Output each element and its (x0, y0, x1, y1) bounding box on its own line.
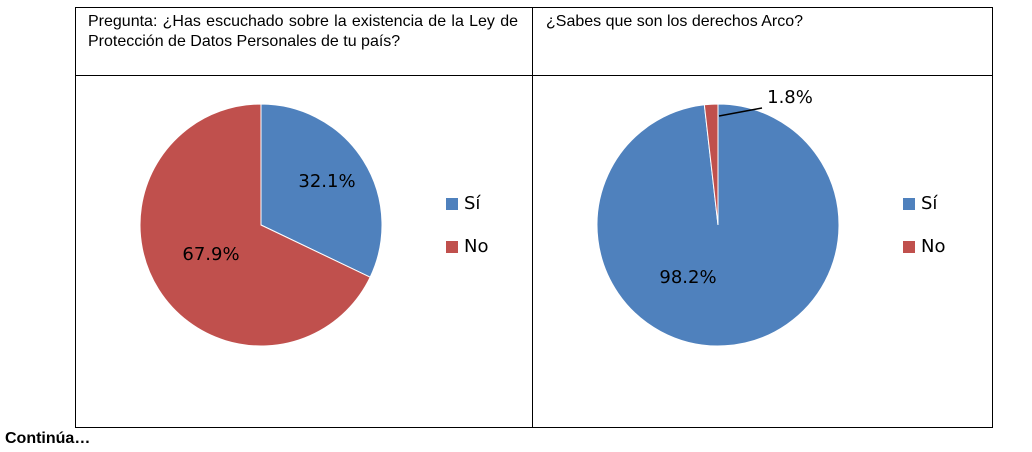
chart-1-legend-swatch-1 (446, 198, 458, 210)
table-column-divider (532, 8, 533, 427)
survey-table: Pregunta: ¿Has escuchado sobre la existe… (75, 7, 993, 428)
chart-2-label-leader (718, 107, 763, 117)
chart-2-legend-swatch-2 (903, 241, 915, 253)
chart-1-legend-label-2: No (464, 236, 488, 257)
chart-2-legend-label-1: Sí (921, 193, 938, 214)
chart-1-data-label-1: 32.1% (298, 171, 355, 192)
chart-2-slice-2 (703, 103, 719, 226)
question-1-text: Pregunta: ¿Has escuchado sobre la existe… (88, 13, 518, 50)
continue-note: Continúa… (5, 430, 91, 447)
chart-2-legend-label-2: No (921, 236, 945, 257)
chart-2-legend-swatch-1 (903, 198, 915, 210)
chart-2-data-label-1: 98.2% (659, 267, 716, 288)
table-row-divider (76, 75, 992, 76)
chart-1-slice-2 (139, 103, 371, 347)
chart-2-data-label-2: 1.8% (767, 87, 813, 108)
chart-1-legend-label-1: Sí (464, 193, 481, 214)
question-2-text: ¿Sabes que son los derechos Arco? (546, 13, 804, 30)
chart-1-legend-swatch-2 (446, 241, 458, 253)
chart-1-data-label-2: 67.9% (182, 244, 239, 265)
chart-1-slice-1 (260, 103, 383, 278)
